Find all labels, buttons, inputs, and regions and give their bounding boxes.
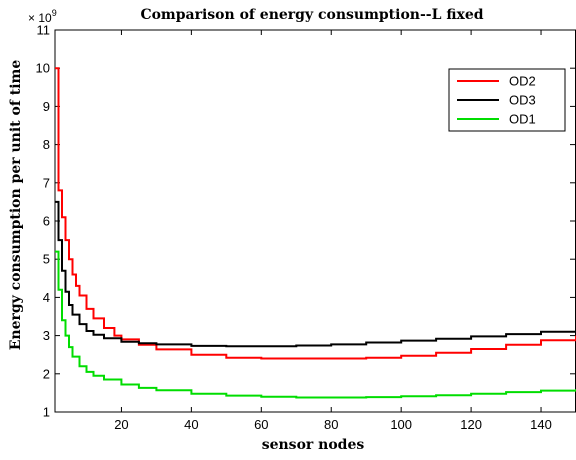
y-tick-label: 8: [43, 137, 50, 152]
series-line-od1: [55, 250, 576, 399]
x-tick-label: 80: [324, 417, 338, 432]
x-tick-label: 100: [390, 417, 412, 432]
series-line-od2: [55, 67, 576, 360]
x-tick-label: 140: [530, 417, 552, 432]
legend: OD2 OD3 OD1: [448, 68, 566, 132]
y-exponent-power: 9: [52, 8, 57, 18]
y-tick-label: 2: [43, 366, 50, 381]
y-tick-label: 4: [43, 290, 50, 305]
y-tick-label: 3: [43, 328, 50, 343]
y-tick-label: 9: [43, 99, 50, 114]
y-tick-label: 7: [43, 175, 50, 190]
x-tick-label: 20: [114, 417, 128, 432]
legend-label-od2: OD2: [509, 74, 536, 89]
x-tick-label: 60: [254, 417, 268, 432]
chart-title: Comparison of energy consumption--L fixe…: [140, 7, 483, 23]
x-tick-label: 40: [184, 417, 198, 432]
y-axis-label: Energy consumption per unit of time: [8, 60, 24, 351]
series-line-od3: [55, 200, 576, 348]
y-tick-label: 5: [43, 252, 50, 267]
y-exponent-label: × 109: [28, 8, 57, 25]
legend-label-od3: OD3: [509, 93, 536, 108]
x-axis-label: sensor nodes: [262, 437, 365, 453]
x-tick-label: 120: [460, 417, 482, 432]
y-tick-label: 11: [37, 23, 51, 38]
series-layer: [55, 67, 576, 399]
legend-label-od1: OD1: [509, 112, 536, 127]
y-tick-label: 6: [43, 214, 50, 229]
y-tick-label: 10: [36, 61, 50, 76]
y-tick-label: 1: [43, 405, 50, 420]
